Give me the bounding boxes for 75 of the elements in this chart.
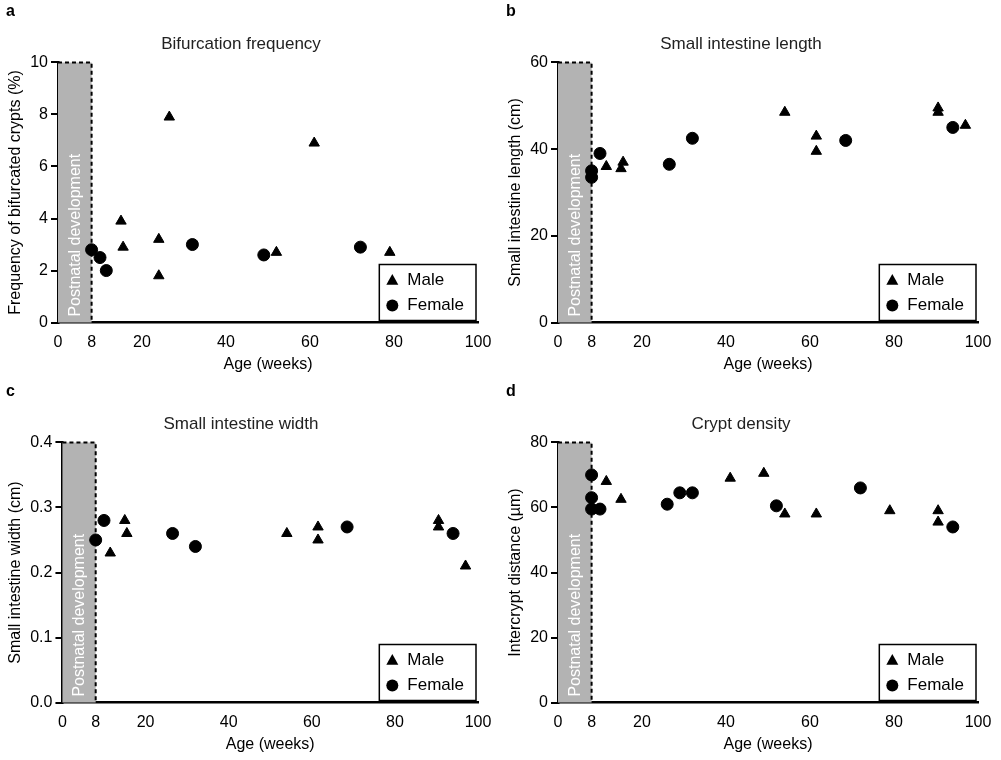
x-tick-label: 0: [553, 332, 563, 350]
y-tick-label: 0.4: [30, 432, 53, 450]
x-tick-label: 20: [133, 332, 151, 350]
legend-label: Male: [907, 270, 945, 290]
y-tick-label: 20: [530, 226, 549, 244]
text: b: [506, 2, 516, 20]
y-axis-title: Frequency of bifurcated crypts (%): [6, 70, 24, 315]
x-tick-label: 100: [964, 332, 992, 350]
x-tick-label: 100: [964, 712, 992, 730]
text: c: [6, 382, 15, 400]
x-tick-label: 60: [801, 712, 819, 730]
y-axis-title: Intercrypt distance (µm): [506, 488, 524, 657]
x-tick-label: 60: [302, 712, 321, 730]
x-tick-label: 80: [885, 712, 903, 730]
chart-title: Small intestine width: [163, 413, 319, 433]
x-tick-label: 8: [587, 332, 597, 350]
band-label: Postnatal development: [70, 533, 88, 697]
x-tick-label: 8: [91, 712, 101, 730]
chart-title: Crypt density: [691, 413, 792, 433]
y-axis-title: Small intestine width (cm): [6, 481, 24, 664]
legend-label: Male: [907, 650, 945, 670]
y-tick-label: 40: [530, 562, 549, 580]
x-tick-label: 60: [301, 332, 319, 350]
y-tick-label: 0: [39, 313, 49, 331]
y-tick-label: 4: [39, 208, 49, 226]
legend-label: Female: [407, 295, 464, 315]
x-tick-label: 40: [717, 332, 735, 350]
x-tick-label: 40: [219, 712, 238, 730]
y-tick-label: 0.2: [30, 562, 53, 580]
chart-title: Bifurcation frequency: [161, 33, 322, 53]
y-tick-label: 20: [530, 627, 549, 645]
x-axis-title: Age (weeks): [723, 734, 813, 752]
y-tick-label: 0.3: [30, 497, 53, 515]
x-tick-label: 100: [464, 712, 492, 730]
y-tick-label: 2: [39, 260, 49, 278]
y-tick-label: 0: [539, 693, 549, 711]
band-label: Postnatal development: [566, 153, 584, 317]
text: d: [506, 382, 516, 400]
y-tick-label: 40: [530, 139, 549, 157]
y-tick-label: 0.0: [30, 693, 53, 711]
x-tick-label: 40: [717, 712, 735, 730]
y-tick-label: 0: [539, 313, 549, 331]
y-tick-label: 8: [39, 104, 49, 122]
x-axis-title: Age (weeks): [723, 354, 813, 372]
x-tick-label: 20: [633, 712, 651, 730]
x-tick-label: 0: [57, 712, 67, 730]
x-tick-label: 80: [885, 332, 903, 350]
band-label: Postnatal development: [566, 533, 584, 697]
x-axis-title: Age (weeks): [225, 734, 315, 752]
x-tick-label: 20: [136, 712, 155, 730]
chart-title: Small intestine length: [660, 33, 822, 53]
y-tick-label: 10: [30, 52, 49, 70]
legend-label: Male: [407, 270, 445, 290]
legend-label: Male: [407, 650, 445, 670]
x-tick-label: 8: [87, 332, 97, 350]
x-tick-label: 60: [801, 332, 819, 350]
y-tick-label: 0.1: [30, 627, 53, 645]
x-tick-label: 100: [464, 332, 492, 350]
legend-label: Female: [907, 295, 964, 315]
x-tick-label: 80: [385, 712, 404, 730]
x-tick-label: 0: [553, 712, 563, 730]
text: a: [6, 2, 15, 20]
x-tick-label: 80: [385, 332, 403, 350]
band-label: Postnatal development: [66, 153, 84, 317]
legend-label: Female: [407, 675, 464, 695]
x-tick-label: 8: [587, 712, 597, 730]
x-tick-label: 20: [633, 332, 651, 350]
x-axis-title: Age (weeks): [223, 354, 313, 372]
y-tick-label: 6: [39, 156, 49, 174]
legend-label: Female: [907, 675, 964, 695]
y-axis-title: Small intestine length (cm): [506, 98, 524, 287]
y-tick-label: 60: [530, 52, 549, 70]
y-tick-label: 60: [530, 497, 549, 515]
y-tick-label: 80: [530, 432, 549, 450]
x-tick-label: 40: [217, 332, 235, 350]
